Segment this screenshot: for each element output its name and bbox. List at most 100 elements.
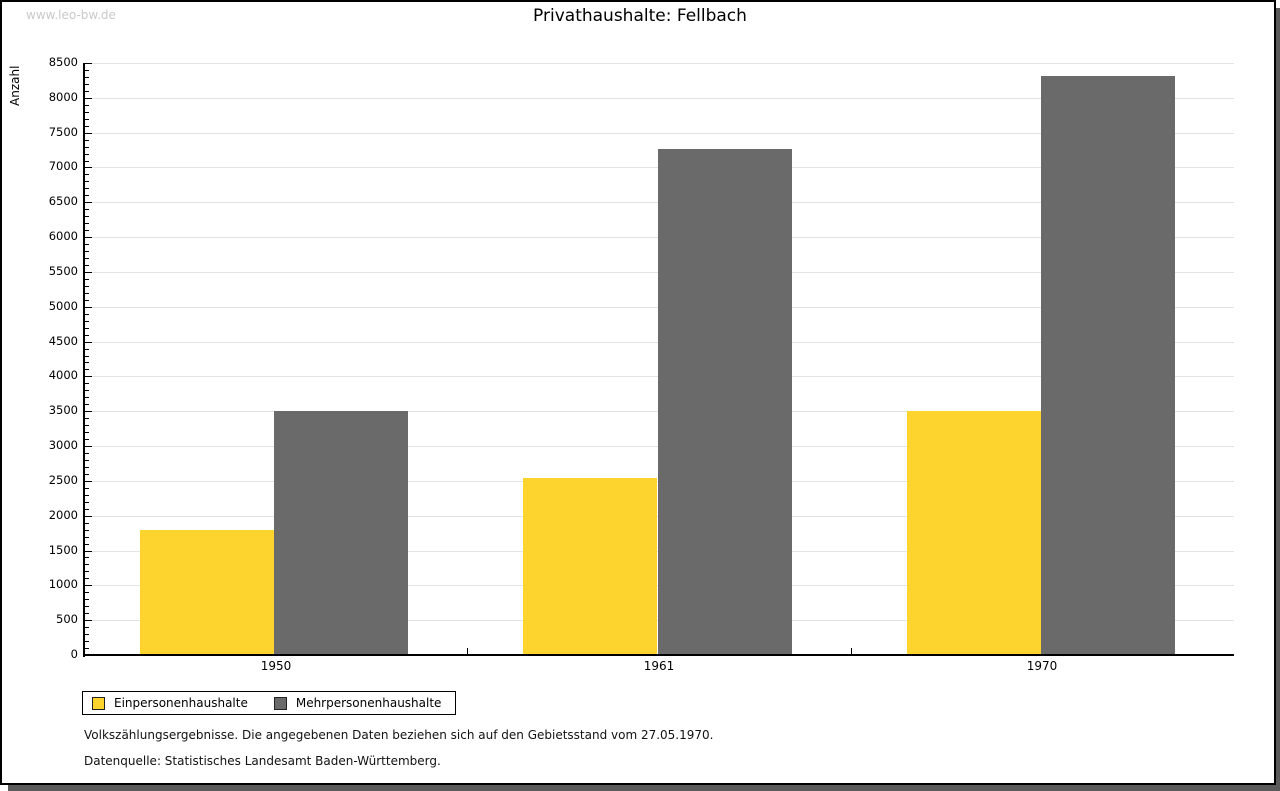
y-tick-label: 500: [56, 612, 78, 626]
y-minor-tick: [85, 223, 89, 224]
bar-mehrpersonenhaushalte-1970: [1041, 76, 1175, 655]
y-tick-label: 1500: [48, 543, 78, 557]
y-tick-label: 8000: [48, 90, 78, 104]
y-minor-tick: [85, 300, 89, 301]
y-minor-tick: [85, 571, 89, 572]
y-minor-tick: [85, 321, 89, 322]
y-minor-tick: [85, 557, 89, 558]
y-tick-label: 6500: [48, 194, 78, 208]
y-minor-tick: [85, 634, 89, 635]
y-minor-tick: [85, 530, 89, 531]
y-minor-tick: [85, 502, 89, 503]
y-minor-tick: [85, 77, 89, 78]
y-minor-tick: [85, 181, 89, 182]
y-minor-tick: [85, 84, 89, 85]
bar-einpersonenhaushalte-1970: [907, 411, 1041, 655]
y-tick-label: 3000: [48, 438, 78, 452]
y-minor-tick: [85, 544, 89, 545]
legend: Einpersonenhaushalte Mehrpersonenhaushal…: [82, 691, 457, 715]
y-major-tick: [85, 551, 92, 552]
bar-mehrpersonenhaushalte-1950: [274, 411, 408, 655]
y-tick-label: 1000: [48, 577, 78, 591]
drop-shadow-right: [1276, 8, 1280, 791]
legend-label-einpersonenhaushalte: Einpersonenhaushalte: [114, 696, 248, 710]
x-tick: [851, 648, 852, 655]
y-minor-tick: [85, 154, 89, 155]
y-minor-tick: [85, 314, 89, 315]
y-major-tick: [85, 272, 92, 273]
y-minor-tick: [85, 439, 89, 440]
y-minor-tick: [85, 356, 89, 357]
watermark: www.leo-bw.de: [26, 8, 116, 22]
y-major-tick: [85, 516, 92, 517]
y-major-tick: [85, 63, 92, 64]
y-minor-tick: [85, 286, 89, 287]
bar-einpersonenhaushalte-1961: [523, 478, 657, 655]
y-minor-tick: [85, 328, 89, 329]
gridline: [85, 63, 1234, 64]
y-major-tick: [85, 342, 92, 343]
y-minor-tick: [85, 362, 89, 363]
y-minor-tick: [85, 641, 89, 642]
y-minor-tick: [85, 119, 89, 120]
gridline: [85, 133, 1234, 134]
y-minor-tick: [85, 174, 89, 175]
y-major-tick: [85, 307, 92, 308]
y-minor-tick: [85, 648, 89, 649]
y-minor-tick: [85, 91, 89, 92]
y-minor-tick: [85, 488, 89, 489]
drop-shadow-bottom: [8, 785, 1280, 791]
y-tick-label: 5500: [48, 264, 78, 278]
y-tick-label: 8500: [48, 55, 78, 69]
legend-label-mehrpersonenhaushalte: Mehrpersonenhaushalte: [295, 696, 442, 710]
y-minor-tick: [85, 140, 89, 141]
y-minor-tick: [85, 126, 89, 127]
y-minor-tick: [85, 161, 89, 162]
y-minor-tick: [85, 599, 89, 600]
y-tick-label: 6000: [48, 229, 78, 243]
y-minor-tick: [85, 293, 89, 294]
y-minor-tick: [85, 335, 89, 336]
y-minor-tick: [85, 432, 89, 433]
y-minor-tick: [85, 460, 89, 461]
y-major-tick: [85, 376, 92, 377]
y-minor-tick: [85, 592, 89, 593]
y-major-tick: [85, 411, 92, 412]
footnote-gebietsstand: Volkszählungsergebnisse. Die angegebenen…: [84, 728, 714, 742]
y-minor-tick: [85, 613, 89, 614]
y-minor-tick: [85, 627, 89, 628]
y-minor-tick: [85, 112, 89, 113]
bar-einpersonenhaushalte-1950: [140, 530, 274, 655]
y-minor-tick: [85, 578, 89, 579]
y-minor-tick: [85, 244, 89, 245]
y-minor-tick: [85, 258, 89, 259]
y-minor-tick: [85, 397, 89, 398]
y-minor-tick: [85, 564, 89, 565]
y-minor-tick: [85, 349, 89, 350]
y-minor-tick: [85, 509, 89, 510]
y-minor-tick: [85, 70, 89, 71]
y-major-tick: [85, 133, 92, 134]
y-minor-tick: [85, 195, 89, 196]
y-major-tick: [85, 620, 92, 621]
y-minor-tick: [85, 453, 89, 454]
y-minor-tick: [85, 369, 89, 370]
y-major-tick: [85, 98, 92, 99]
y-tick-label: 2000: [48, 508, 78, 522]
y-major-tick: [85, 202, 92, 203]
y-minor-tick: [85, 265, 89, 266]
legend-swatch-einpersonenhaushalte: [92, 696, 105, 710]
y-tick-label: 0: [70, 647, 78, 661]
y-major-tick: [85, 481, 92, 482]
x-tick-label: 1961: [643, 659, 675, 673]
y-minor-tick: [85, 230, 89, 231]
legend-item-einpersonenhaushalte: Einpersonenhaushalte: [92, 696, 248, 710]
x-tick: [467, 648, 468, 655]
x-tick-label: 1970: [1026, 659, 1058, 673]
y-minor-tick: [85, 474, 89, 475]
y-minor-tick: [85, 523, 89, 524]
chart-title: Privathaushalte: Fellbach: [533, 6, 747, 26]
y-minor-tick: [85, 147, 89, 148]
